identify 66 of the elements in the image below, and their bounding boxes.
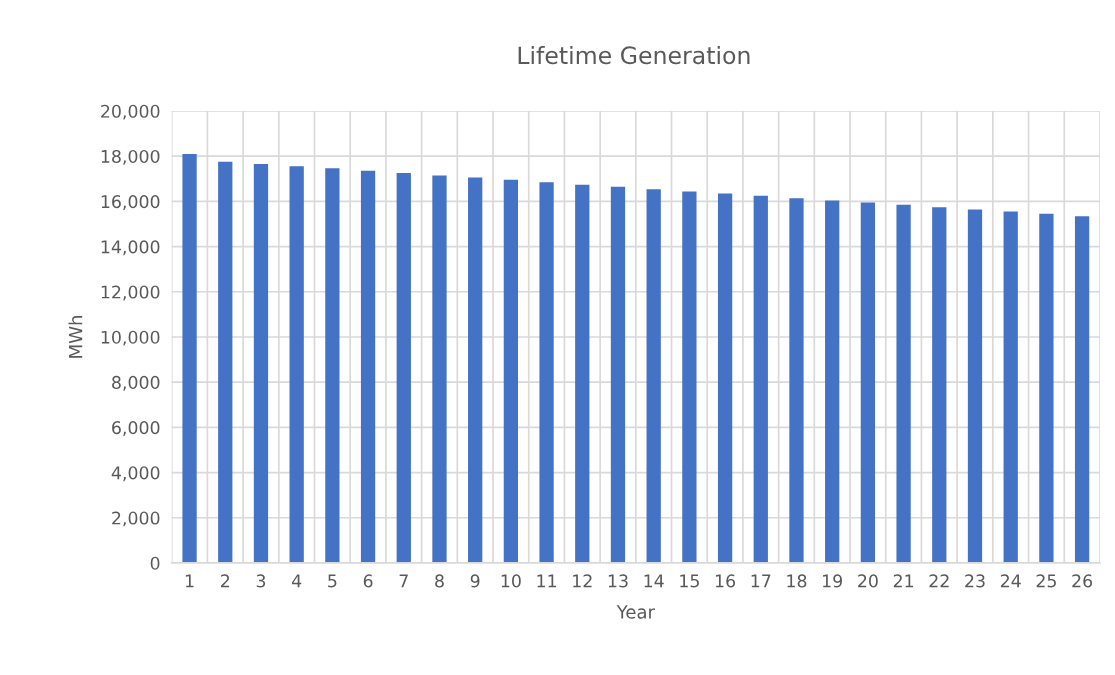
x-tick-label: 17 [751, 574, 771, 588]
bar [825, 200, 840, 563]
bar [1003, 211, 1018, 563]
bar [1074, 216, 1090, 563]
y-tick-label: 12,000 [101, 285, 160, 301]
bar [575, 184, 590, 563]
x-tick-label: 16 [715, 574, 736, 588]
x-tick-label: 23 [965, 574, 985, 588]
bar [289, 166, 304, 563]
bar [503, 179, 519, 563]
bar [325, 168, 340, 563]
y-tick-label: 8,000 [112, 375, 160, 391]
bar [896, 204, 911, 563]
x-tick-label: 22 [929, 574, 949, 588]
y-tick-label: 18,000 [101, 149, 160, 165]
y-tick-label: 16,000 [101, 195, 160, 210]
bar [753, 195, 768, 563]
x-tick-label: 12 [573, 574, 592, 588]
x-tick-label: 10 [501, 574, 521, 588]
x-tick-label: 6 [363, 574, 373, 588]
bar [860, 202, 876, 563]
chart-title: Lifetime Generation [518, 45, 750, 65]
y-tick-label: 4,000 [111, 466, 160, 482]
x-tick-label: 3 [256, 574, 266, 588]
x-tick-label: 4 [291, 574, 302, 588]
x-tick-label: 24 [1000, 574, 1021, 588]
y-axis-title: MWh [68, 316, 83, 358]
bar [360, 170, 376, 563]
x-tick-label: 26 [1072, 574, 1093, 588]
x-tick-label: 21 [893, 574, 914, 588]
bar [182, 153, 197, 563]
y-tick-label: 0 [150, 556, 160, 570]
x-tick-label: 14 [644, 574, 664, 588]
y-tick-label: 2,000 [112, 511, 160, 527]
bar [789, 198, 804, 563]
bar [646, 189, 661, 563]
bar [253, 164, 269, 563]
bar [932, 207, 947, 563]
bar [1039, 213, 1054, 563]
bar [717, 193, 733, 563]
y-tick-label: 14,000 [101, 240, 160, 256]
x-tick-label: 20 [858, 574, 878, 588]
x-tick-label: 19 [823, 574, 843, 588]
bar [682, 191, 697, 563]
bar [468, 177, 483, 563]
bar [967, 209, 983, 563]
bar [432, 175, 447, 563]
x-tick-label: 13 [608, 574, 628, 588]
x-tick-label: 9 [470, 574, 480, 588]
y-tick-label: 10,000 [101, 330, 160, 346]
x-tick-label: 5 [328, 574, 337, 588]
x-tick-label: 7 [399, 574, 408, 588]
x-axis-title: Year [616, 605, 655, 619]
x-tick-label: 8 [435, 574, 444, 588]
x-tick-label: 25 [1036, 574, 1056, 588]
y-tick-label: 20,000 [101, 104, 160, 120]
bar [539, 182, 554, 563]
bar [610, 186, 626, 563]
x-tick-label: 2 [221, 574, 230, 588]
bar [218, 161, 233, 563]
x-tick-label: 15 [680, 574, 699, 588]
x-tick-label: 18 [787, 574, 807, 588]
x-tick-label: 1 [185, 574, 194, 588]
bar [396, 173, 411, 563]
x-tick-label: 11 [537, 574, 557, 588]
y-tick-label: 6,000 [112, 421, 160, 436]
